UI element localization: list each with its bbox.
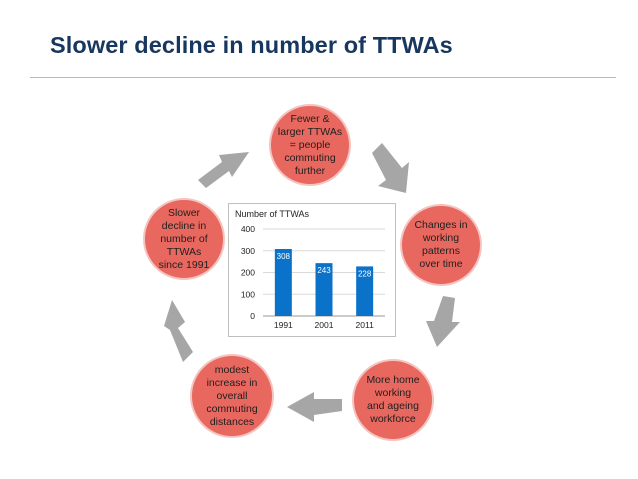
x-category-label: 2001	[315, 320, 334, 330]
cycle-node-label: modest increase in overall commuting dis…	[206, 363, 258, 428]
cycle-node-label: Fewer & larger TTWAs = people commuting …	[277, 112, 343, 177]
chart-bar	[315, 263, 333, 316]
cycle-node-top: Fewer & larger TTWAs = people commuting …	[269, 104, 351, 186]
cycle-arrow-icon-4	[287, 392, 342, 422]
cycle-arrow-icon-5	[164, 300, 193, 362]
y-tick-label: 200	[241, 268, 255, 278]
y-tick-label: 100	[241, 289, 255, 299]
x-category-label: 1991	[274, 320, 293, 330]
chart-title: Number of TTWAs	[235, 209, 310, 219]
cycle-node-bottom-right: More home working and ageing workforce	[352, 359, 434, 441]
bar-data-label: 308	[277, 252, 291, 261]
bar-chart: Number of TTWAs 0 100 200 300 400 308 1991 243 2…	[228, 203, 396, 337]
cycle-node-left: Slower decline in number of TTWAs since …	[143, 198, 225, 280]
title-divider	[30, 77, 616, 78]
y-tick-label: 0	[250, 311, 255, 321]
slide-title: Slower decline in number of TTWAs	[50, 32, 453, 58]
y-tick-label: 400	[241, 224, 255, 234]
cycle-node-label: More home working and ageing workforce	[366, 374, 420, 425]
cycle-arrow-icon-3	[426, 296, 460, 347]
cycle-arrow-icon-2	[372, 143, 409, 193]
bar-data-label: 243	[317, 266, 331, 275]
chart-bar	[356, 266, 374, 316]
y-tick-label: 300	[241, 246, 255, 256]
cycle-node-right: Changes in working patterns over time	[400, 204, 482, 286]
bar-data-label: 228	[358, 269, 372, 278]
bar-chart-svg: Number of TTWAs 0 100 200 300 400 308 1991 243 2…	[235, 209, 385, 330]
cycle-node-bottom-left: modest increase in overall commuting dis…	[190, 354, 274, 438]
x-category-label: 2011	[356, 320, 375, 330]
cycle-arrow-icon-1	[198, 152, 249, 188]
cycle-node-label: Changes in working patterns over time	[414, 219, 468, 270]
cycle-node-label: Slower decline in number of TTWAs since …	[158, 206, 210, 271]
chart-bar	[274, 249, 292, 316]
